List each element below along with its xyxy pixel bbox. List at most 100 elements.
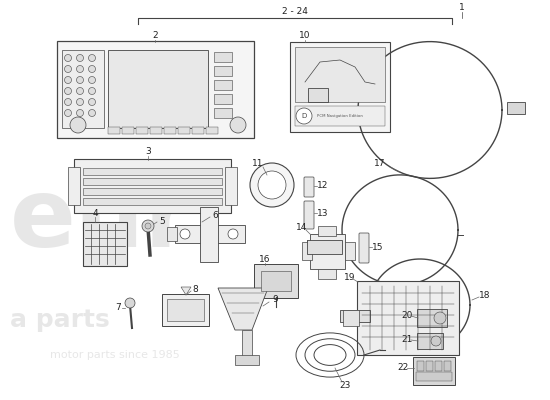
Polygon shape (181, 287, 191, 295)
Bar (206, 127, 218, 134)
Bar (214, 52, 232, 62)
Bar (318, 226, 336, 236)
Text: 2 - 24: 2 - 24 (282, 7, 308, 16)
Bar (175, 225, 245, 243)
FancyBboxPatch shape (57, 41, 254, 138)
Bar (426, 361, 433, 371)
Bar (242, 330, 252, 358)
Bar (62, 50, 104, 128)
Text: 2: 2 (152, 32, 158, 40)
Text: 5: 5 (159, 218, 165, 226)
Polygon shape (218, 288, 268, 330)
Text: 23: 23 (339, 380, 351, 390)
Bar (302, 242, 312, 260)
Bar (295, 106, 385, 126)
Circle shape (76, 76, 84, 84)
Text: 14: 14 (296, 224, 307, 232)
Circle shape (230, 117, 246, 133)
Circle shape (250, 163, 294, 207)
Bar (108, 50, 208, 128)
Circle shape (64, 88, 72, 94)
Bar (417, 361, 424, 371)
Circle shape (125, 298, 135, 308)
Circle shape (70, 117, 86, 133)
Bar (83, 222, 127, 266)
Text: eur: eur (10, 174, 193, 266)
Circle shape (89, 110, 96, 116)
Bar (214, 80, 232, 90)
FancyBboxPatch shape (68, 167, 80, 205)
Bar (416, 372, 452, 381)
Circle shape (76, 110, 84, 116)
Circle shape (76, 54, 84, 62)
FancyBboxPatch shape (304, 201, 314, 229)
Bar (214, 66, 232, 76)
Bar (214, 108, 232, 118)
Bar (200, 207, 218, 262)
FancyBboxPatch shape (417, 309, 447, 327)
Text: 16: 16 (259, 256, 271, 264)
Bar (136, 127, 148, 134)
FancyBboxPatch shape (359, 233, 369, 263)
Bar (83, 178, 222, 185)
Text: 15: 15 (372, 242, 384, 252)
Circle shape (64, 98, 72, 106)
Bar (295, 47, 385, 102)
Circle shape (64, 54, 72, 62)
Bar (435, 361, 442, 371)
Bar (340, 310, 370, 322)
Text: 3: 3 (145, 148, 151, 156)
FancyBboxPatch shape (254, 264, 298, 298)
Text: 11: 11 (252, 158, 264, 168)
Text: 12: 12 (317, 180, 329, 190)
FancyBboxPatch shape (74, 159, 231, 213)
Circle shape (76, 98, 84, 106)
FancyBboxPatch shape (162, 294, 209, 326)
Circle shape (434, 312, 446, 324)
Circle shape (64, 110, 72, 116)
Text: 13: 13 (317, 208, 329, 218)
Bar (83, 168, 222, 175)
Circle shape (89, 66, 96, 72)
Bar (310, 234, 345, 269)
Bar (290, 42, 390, 132)
Text: 4: 4 (92, 210, 98, 218)
Circle shape (64, 76, 72, 84)
FancyBboxPatch shape (235, 355, 259, 365)
Bar (507, 102, 525, 114)
Circle shape (296, 108, 312, 124)
Circle shape (64, 66, 72, 72)
Text: 18: 18 (479, 290, 491, 300)
FancyBboxPatch shape (357, 281, 459, 355)
Circle shape (76, 66, 84, 72)
Bar (343, 310, 359, 326)
Bar (164, 127, 176, 134)
Text: 7: 7 (115, 304, 121, 312)
Bar (178, 127, 190, 134)
Text: 6: 6 (212, 210, 218, 220)
Text: a parts: a parts (10, 308, 110, 332)
Bar (318, 269, 336, 279)
Text: 22: 22 (397, 364, 409, 372)
FancyBboxPatch shape (413, 357, 455, 385)
Bar (345, 242, 355, 260)
Bar (444, 361, 451, 371)
Bar (192, 127, 204, 134)
Bar (83, 188, 222, 195)
Bar (150, 127, 162, 134)
Text: 20: 20 (402, 312, 412, 320)
FancyBboxPatch shape (304, 177, 314, 197)
Circle shape (228, 229, 238, 239)
Text: PCM Navigation Edition: PCM Navigation Edition (317, 114, 363, 118)
FancyBboxPatch shape (417, 333, 443, 349)
Text: 17: 17 (374, 158, 386, 168)
Text: motor parts since 1985: motor parts since 1985 (50, 350, 180, 360)
Bar (83, 198, 222, 205)
Circle shape (431, 336, 441, 346)
Text: D: D (301, 113, 307, 119)
Bar (307, 240, 342, 254)
Text: 21: 21 (402, 336, 412, 344)
Text: 19: 19 (344, 272, 356, 282)
Circle shape (89, 88, 96, 94)
Circle shape (89, 98, 96, 106)
